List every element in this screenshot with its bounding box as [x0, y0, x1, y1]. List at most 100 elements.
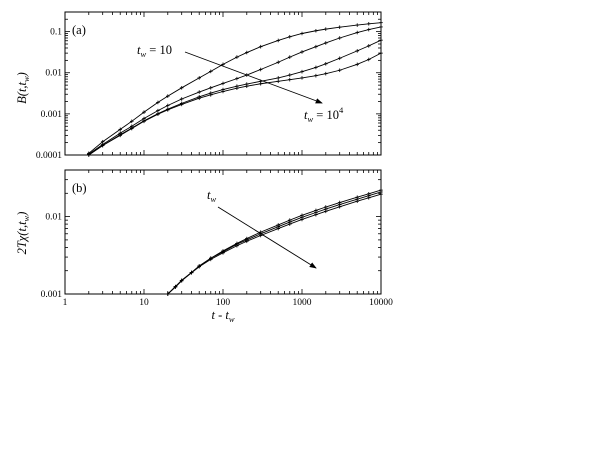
data-point [235, 76, 239, 81]
x-tick-label: 1000 [293, 298, 312, 308]
data-point [165, 292, 170, 296]
data-point [276, 226, 281, 231]
series-line-4 [88, 52, 382, 156]
data-point [300, 217, 304, 222]
annotation-tw-10e4: tw = 104 [304, 105, 344, 124]
x-tick-label: 10 [139, 298, 149, 308]
data-point [208, 69, 213, 74]
data-point [142, 110, 146, 114]
data-point [379, 25, 383, 29]
data-point [314, 212, 318, 217]
x-tick-label: 10000 [369, 298, 393, 308]
data-point [314, 65, 318, 70]
panel-a-y-ticks: 0.0001 0.001 0.01 0.1 [36, 11, 381, 161]
data-point [179, 279, 184, 283]
data-point [276, 60, 281, 65]
series-line-3 [88, 39, 382, 156]
data-point [300, 76, 304, 80]
data-point [366, 195, 371, 200]
data-point [323, 209, 328, 214]
data-point [221, 89, 225, 94]
panel-a-ylabel: B(t,tw) [15, 72, 31, 104]
data-point [129, 126, 134, 131]
y-tick-label: 0.1 [50, 28, 62, 38]
panel-a-label: (a) [72, 23, 86, 37]
data-point [287, 73, 292, 77]
data-point [221, 81, 225, 86]
data-point [179, 102, 184, 107]
data-point [258, 81, 263, 86]
data-point [366, 21, 371, 26]
data-point [258, 44, 263, 49]
data-point [355, 199, 360, 204]
series-line-3 [167, 193, 382, 295]
series-line-2 [167, 191, 382, 295]
x-tick-label: 1 [63, 298, 68, 308]
data-point [366, 44, 371, 48]
data-point [235, 86, 239, 91]
data-point [323, 71, 328, 76]
data-point [258, 233, 263, 238]
series-line-1 [88, 22, 382, 154]
data-point [355, 23, 360, 27]
data-point [179, 86, 184, 90]
data-point [314, 73, 318, 78]
data-point [244, 50, 249, 55]
panel-b-label: (b) [72, 181, 87, 195]
data-point [314, 44, 318, 49]
data-point [276, 76, 281, 80]
data-point [156, 108, 160, 113]
data-point [323, 62, 328, 66]
data-point [323, 27, 328, 31]
data-point [118, 127, 123, 132]
data-point [244, 84, 249, 89]
panel-a-arrow [184, 51, 323, 104]
panel-b-arrow [217, 206, 317, 269]
data-point [276, 38, 281, 43]
series-line-2 [88, 26, 382, 155]
data-point [165, 108, 170, 112]
data-point [300, 50, 304, 54]
data-point [300, 31, 304, 36]
data-point [337, 68, 342, 73]
data-point [355, 62, 360, 67]
y-tick-label: 0.001 [41, 290, 63, 300]
data-point [355, 30, 360, 35]
x-tick-label: 100 [216, 298, 231, 308]
data-point [197, 76, 202, 80]
data-point [221, 251, 225, 255]
data-point [179, 97, 184, 101]
data-point [189, 270, 194, 275]
panel-b-xlabel: t - tw [211, 308, 234, 324]
data-point [129, 119, 134, 124]
data-point [379, 192, 383, 196]
panel-b-frame [64, 169, 382, 295]
data-point [355, 49, 360, 53]
panel-b-x-ticks: 1 10 100 1000 10000 [63, 170, 393, 308]
data-point [165, 94, 170, 98]
annotation-tw-10: tw = 10 [137, 43, 172, 59]
data-point [86, 153, 91, 157]
panel-a: 0.0001 0.001 0.01 0.1 (a) B(t,tw) tw = 10 t… [15, 11, 383, 161]
data-point [276, 79, 281, 84]
data-point [258, 67, 263, 72]
data-point [208, 257, 213, 262]
data-point [337, 56, 342, 61]
y-tick-label: 0.0001 [36, 151, 62, 161]
y-tick-label: 0.01 [45, 213, 62, 223]
data-point [323, 41, 328, 45]
data-point [118, 133, 123, 138]
panel-a-series [86, 20, 383, 157]
annotation-tw: tw [207, 188, 216, 204]
data-point [314, 28, 318, 33]
data-point [287, 222, 292, 226]
data-point [235, 55, 239, 59]
data-point [156, 100, 160, 105]
data-point [100, 143, 105, 148]
data-point [366, 27, 371, 32]
data-point [300, 69, 304, 74]
data-point [337, 36, 342, 40]
panel-a-x-ticks [64, 12, 382, 155]
data-point [208, 86, 213, 90]
